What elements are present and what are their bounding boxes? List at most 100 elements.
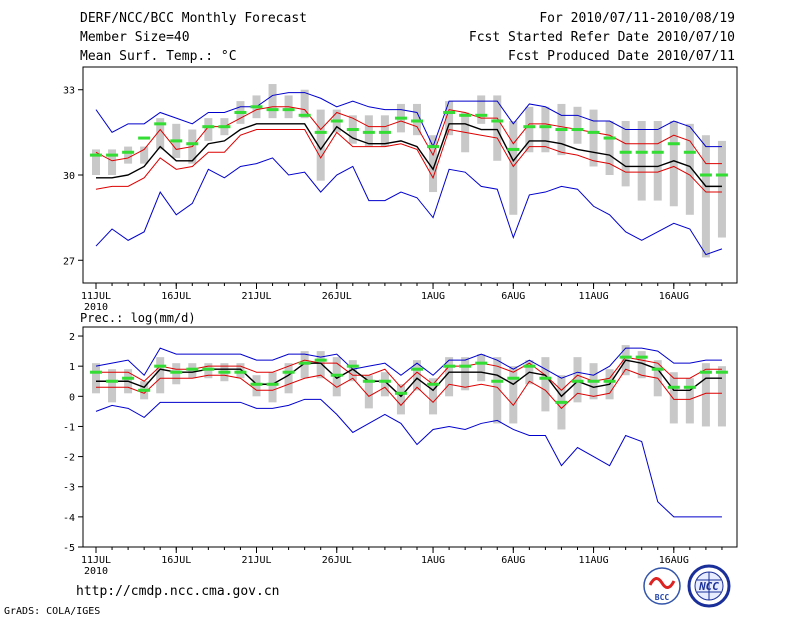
temp-median-mark: [475, 113, 488, 117]
prec-median-mark: [603, 379, 616, 383]
prec-ytick-label: 2: [69, 332, 75, 343]
bcc-logo: BCC: [643, 567, 681, 605]
prec-xtick-label: 21JUL: [241, 555, 271, 566]
bcc-logo-text: BCC: [655, 593, 670, 602]
chart-title: DERF/NCC/BCC Monthly Forecast: [80, 11, 307, 26]
prec-median-mark: [683, 385, 696, 389]
temp-median-mark: [346, 128, 359, 132]
prec-median-mark: [330, 373, 343, 377]
prec-median-mark: [90, 370, 102, 374]
temp-median-mark: [154, 122, 167, 126]
prec-median-mark: [635, 355, 648, 359]
temp-median-mark: [314, 130, 327, 134]
prec-xtick-label: 6AUG: [501, 555, 525, 566]
temp-spread-box: [685, 123, 694, 215]
temp-spread-box: [124, 146, 133, 164]
source-url[interactable]: http://cmdp.ncc.cma.gov.cn: [76, 584, 280, 599]
prec-xtick-label: 11JUL: [81, 555, 111, 566]
temp-spread-box: [493, 95, 502, 161]
temp-median-mark: [266, 108, 279, 112]
prec-spread-box: [477, 354, 486, 382]
prec-plot-frame: [82, 326, 738, 548]
prec-spread-box: [316, 351, 325, 379]
ncc-logo: NCC: [687, 564, 731, 608]
temp-median-mark: [571, 128, 584, 132]
temp-spread-box: [525, 106, 534, 153]
temp-median-mark: [186, 142, 199, 146]
prec-median-mark: [298, 361, 311, 365]
prec-spread-box: [268, 372, 277, 403]
prec-spread-box: [396, 384, 405, 415]
temp-median-mark: [362, 130, 375, 134]
temp-median-mark: [443, 110, 456, 114]
temp-xtick-label: 11JUL: [81, 291, 111, 302]
temp-spread-box: [589, 109, 598, 167]
ncc-logo-text: NCC: [698, 580, 719, 593]
prec-median-mark: [202, 367, 215, 371]
prec-ytick-label: -1: [63, 422, 75, 433]
temp-median-mark: [234, 110, 247, 114]
prec-median-mark: [715, 370, 728, 374]
temp-xtick-label: 21JUL: [241, 291, 271, 302]
prec-ytick-label: -3: [63, 483, 75, 494]
temp-median-mark: [298, 113, 311, 117]
forecast-period: For 2010/07/11-2010/08/19: [539, 11, 735, 26]
prec-spread-box: [493, 357, 502, 424]
temp-spread-box: [268, 84, 277, 119]
prec-spread-box: [108, 369, 117, 403]
temp-line-mean-1-std: [95, 128, 722, 193]
bcc-logo-ring: [643, 567, 681, 605]
temp-line-ensemble-mean: [96, 123, 722, 188]
prec-spread-box: [413, 360, 421, 391]
temp-median-mark: [202, 125, 215, 129]
temp-median-mark: [90, 153, 102, 157]
prec-median-mark: [571, 379, 584, 383]
prec-line-ensemble-max: [95, 347, 722, 379]
temp-median-mark: [218, 125, 231, 129]
prec-median-mark: [106, 379, 119, 383]
prec-xtick-year: 2010: [84, 566, 108, 577]
temp-median-mark: [507, 147, 520, 151]
temp-median-mark: [651, 150, 664, 154]
prec-spread-box: [461, 357, 470, 391]
temp-spread-box: [204, 118, 213, 141]
prec-median-mark: [282, 370, 295, 374]
prec-median-mark: [170, 370, 183, 374]
prec-median-mark: [138, 388, 151, 392]
member-size: Member Size=40: [80, 30, 190, 45]
temp-spread-box: [541, 106, 550, 153]
temp-median-mark: [587, 130, 600, 134]
prec-spread-box: [509, 366, 518, 424]
prec-xtick-label: 1AUG: [421, 555, 445, 566]
prec-median-mark: [443, 364, 456, 368]
temp-median-mark: [555, 128, 568, 132]
prec-ytick-label: -4: [63, 513, 75, 524]
temp-xtick-label: 16AUG: [659, 291, 689, 302]
temp-spread-box: [653, 121, 662, 201]
temp-spread-box: [637, 121, 646, 201]
prec-median-mark: [314, 358, 327, 362]
prec-median-mark: [699, 370, 712, 374]
prec-spread-box: [685, 378, 694, 424]
temp-xtick-label: 1AUG: [421, 291, 445, 302]
prec-median-mark: [651, 367, 664, 371]
prec-median-mark: [186, 367, 199, 371]
temp-spread-box: [669, 121, 678, 207]
temp-median-mark: [539, 125, 552, 129]
temp-median-mark: [378, 130, 391, 134]
temp-line-ensemble-max: [95, 92, 722, 148]
temp-ytick-label: 33: [63, 86, 75, 97]
prec-spread-box: [380, 372, 389, 397]
prec-line-mean-1-std: [96, 356, 722, 391]
temp-median-mark: [330, 119, 343, 123]
temp-line-mean-1-std: [95, 106, 722, 165]
temp-median-mark: [122, 150, 135, 154]
temp-median-mark: [106, 153, 119, 157]
prec-spread-box: [717, 366, 726, 427]
temp-spread-box: [156, 118, 165, 150]
temp-median-mark: [683, 150, 696, 154]
temp-median-mark: [619, 150, 632, 154]
prec-median-mark: [459, 364, 472, 368]
